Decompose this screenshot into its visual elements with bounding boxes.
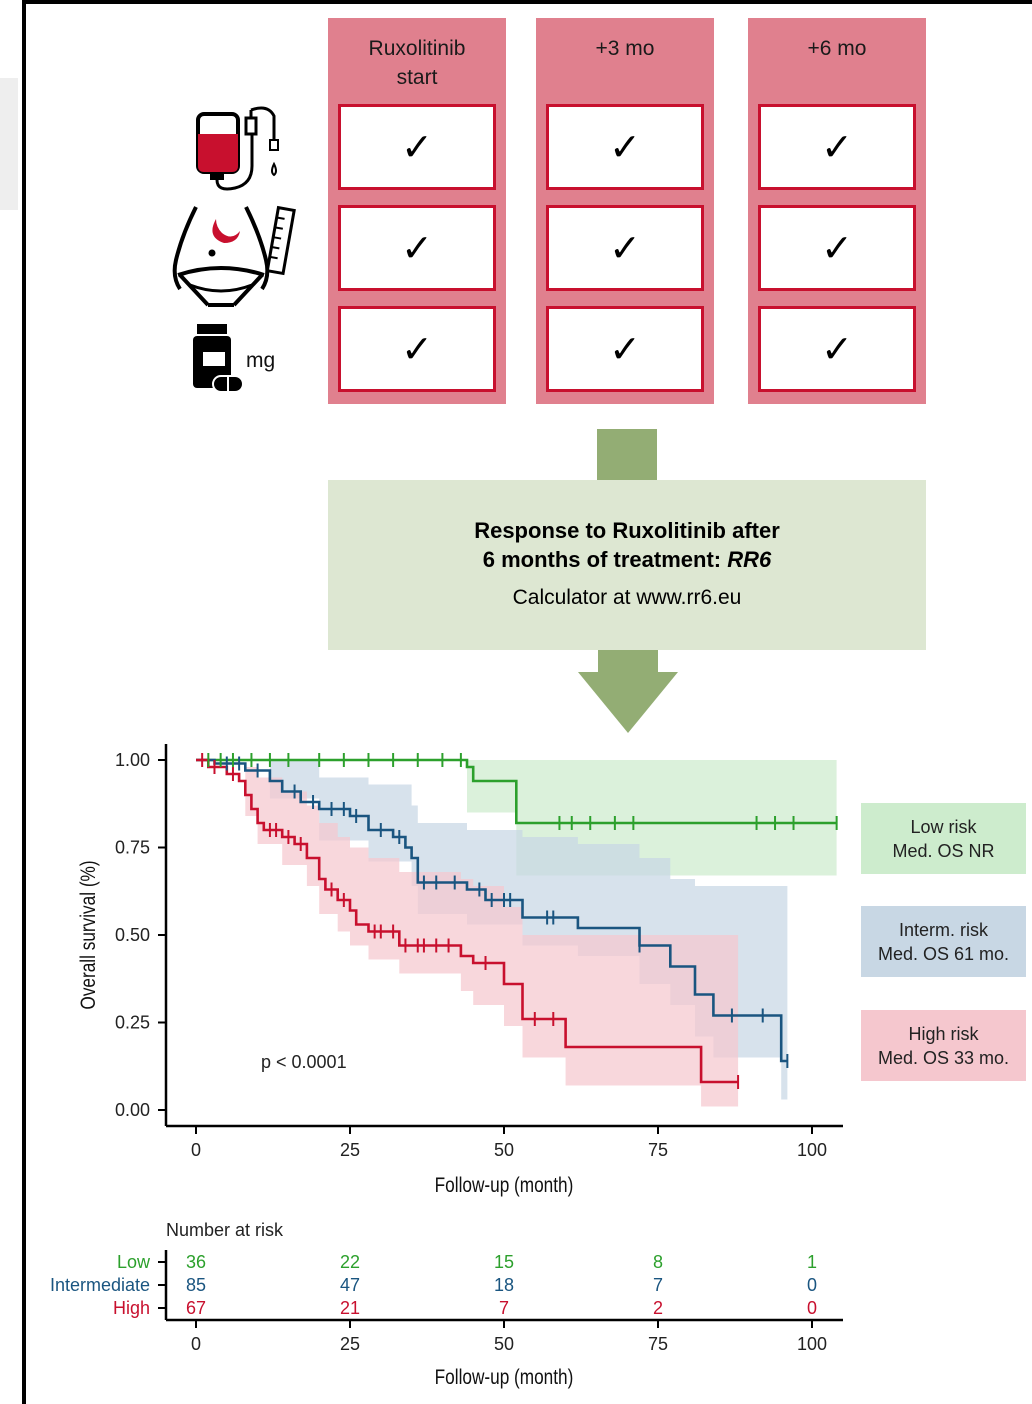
legend-low-title: Low risk: [910, 816, 977, 837]
legend-high-median: Med. OS 33 mo.: [877, 1047, 1010, 1068]
risk-row-label-low: Low: [117, 1252, 151, 1272]
response-title-line1: Response to Ruxolitinib after: [474, 518, 780, 543]
column-header: +3 mo: [595, 37, 655, 60]
risk-x-axis-label: Follow-up (month): [435, 1367, 574, 1390]
rr6-label: RR6: [727, 547, 772, 572]
intermediate-risk-curve: [196, 758, 788, 1063]
frame-border-left: [22, 0, 26, 1404]
low-risk-curve: [196, 758, 837, 825]
risk-count-high: 7: [499, 1298, 509, 1318]
column-header: Ruxolitinib start: [368, 37, 466, 89]
survival-curves: [196, 758, 837, 1084]
check-icon: ✓: [401, 226, 433, 270]
column-3-months: +3 mo ✓ ✓ ✓: [536, 18, 714, 404]
x-tick-label: 0: [191, 1140, 201, 1160]
risk-count-intermediate: 47: [340, 1275, 360, 1295]
response-title: Response to Ruxolitinib after 6 months o…: [328, 516, 926, 574]
blood-transfusion-icon: [196, 106, 279, 191]
check-icon: ✓: [821, 327, 853, 371]
check-cell: ✓: [758, 306, 916, 392]
risk-row-label-intermediate: Intermediate: [50, 1275, 150, 1295]
check-icon: ✓: [609, 327, 641, 371]
check-cell: ✓: [546, 205, 704, 291]
check-icon: ✓: [609, 125, 641, 169]
confidence-bands: [196, 760, 837, 1107]
spleen-measurement-icon: [172, 205, 296, 307]
legend-intermediate-risk: Interm. risk Med. OS 61 mo.: [861, 906, 1026, 977]
risk-table: Low 36 22 15 8 1 Intermediate 85 47 18 7 0 High 67 21 7…: [50, 1250, 843, 1354]
legend-low-risk: Low risk Med. OS NR: [861, 803, 1026, 874]
x-tick-label: 100: [797, 1140, 827, 1160]
dose-unit-label: mg: [246, 349, 276, 372]
risk-count-low: 36: [186, 1252, 206, 1272]
check-cell: ✓: [338, 205, 496, 291]
x-axis-label: Follow-up (month): [435, 1175, 574, 1198]
check-icon: ✓: [609, 226, 641, 270]
risk-x-tick-label: 75: [648, 1334, 668, 1354]
check-cell: ✓: [338, 306, 496, 392]
chart-axes: 0.00 0.25 0.50 0.75 1.00 0 25 50 75 100: [115, 744, 843, 1160]
risk-x-tick-label: 0: [191, 1334, 201, 1354]
column-6-months: +6 mo ✓ ✓ ✓: [748, 18, 926, 404]
down-arrow-icon: [578, 650, 678, 733]
y-axis-label: Overall survival (%): [78, 860, 101, 1009]
flow-connector: [597, 429, 657, 480]
check-icon: ✓: [821, 125, 853, 169]
side-tab: [0, 78, 18, 210]
censor-marks: [201, 753, 838, 1089]
column-ruxolitinib-start: Ruxolitinib start ✓ ✓ ✓: [328, 18, 506, 404]
check-cell: ✓: [758, 104, 916, 190]
risk-row-label-high: High: [113, 1298, 150, 1318]
legend-high-title: High risk: [908, 1023, 979, 1044]
risk-count-intermediate: 18: [494, 1275, 514, 1295]
y-tick-label: 0.50: [115, 925, 150, 945]
response-title-line2: 6 months of treatment:: [482, 547, 728, 572]
high-risk-curve: [196, 758, 739, 1084]
x-tick-label: 50: [494, 1140, 514, 1160]
legend-low-median: Med. OS NR: [892, 840, 995, 861]
risk-count-low: 1: [807, 1252, 817, 1272]
check-icon: ✓: [821, 226, 853, 270]
check-cell: ✓: [546, 104, 704, 190]
intermediate-risk-confidence-band: [196, 760, 788, 1100]
risk-count-intermediate: 7: [653, 1275, 663, 1295]
check-cell: ✓: [758, 205, 916, 291]
y-tick-label: 0.75: [115, 838, 150, 858]
x-tick-label: 25: [340, 1140, 360, 1160]
legend-intermediate-median: Med. OS 61 mo.: [877, 943, 1010, 964]
y-tick-label: 0.25: [115, 1013, 150, 1033]
frame-border-top: [22, 0, 1032, 4]
legend-intermediate-title: Interm. risk: [898, 919, 988, 940]
risk-x-tick-label: 50: [494, 1334, 514, 1354]
medication-dose-icon: [193, 324, 244, 393]
calculator-link-text: Calculator at www.rr6.eu: [512, 586, 742, 609]
y-tick-label: 0.00: [115, 1100, 150, 1120]
p-value-annotation: p < 0.0001: [261, 1052, 347, 1072]
check-cell: ✓: [546, 306, 704, 392]
risk-count-high: 0: [807, 1298, 817, 1318]
response-box: Response to Ruxolitinib after 6 months o…: [328, 480, 926, 650]
risk-count-intermediate: 0: [807, 1275, 817, 1295]
risk-x-tick-label: 100: [797, 1334, 827, 1354]
risk-count-low: 15: [494, 1252, 514, 1272]
risk-count-high: 2: [653, 1298, 663, 1318]
column-header: +6 mo: [807, 37, 867, 60]
high-risk-confidence-band: [196, 760, 739, 1107]
risk-count-high: 67: [186, 1298, 206, 1318]
legend-high-risk: High risk Med. OS 33 mo.: [861, 1010, 1026, 1081]
risk-count-high: 21: [340, 1298, 360, 1318]
check-icon: ✓: [401, 327, 433, 371]
x-tick-label: 75: [648, 1140, 668, 1160]
risk-count-low: 8: [653, 1252, 663, 1272]
risk-count-intermediate: 85: [186, 1275, 206, 1295]
check-icon: ✓: [401, 125, 433, 169]
check-cell: ✓: [338, 104, 496, 190]
risk-table-title: Number at risk: [166, 1220, 284, 1240]
y-tick-label: 1.00: [115, 750, 150, 770]
risk-count-low: 22: [340, 1252, 360, 1272]
risk-x-tick-label: 25: [340, 1334, 360, 1354]
